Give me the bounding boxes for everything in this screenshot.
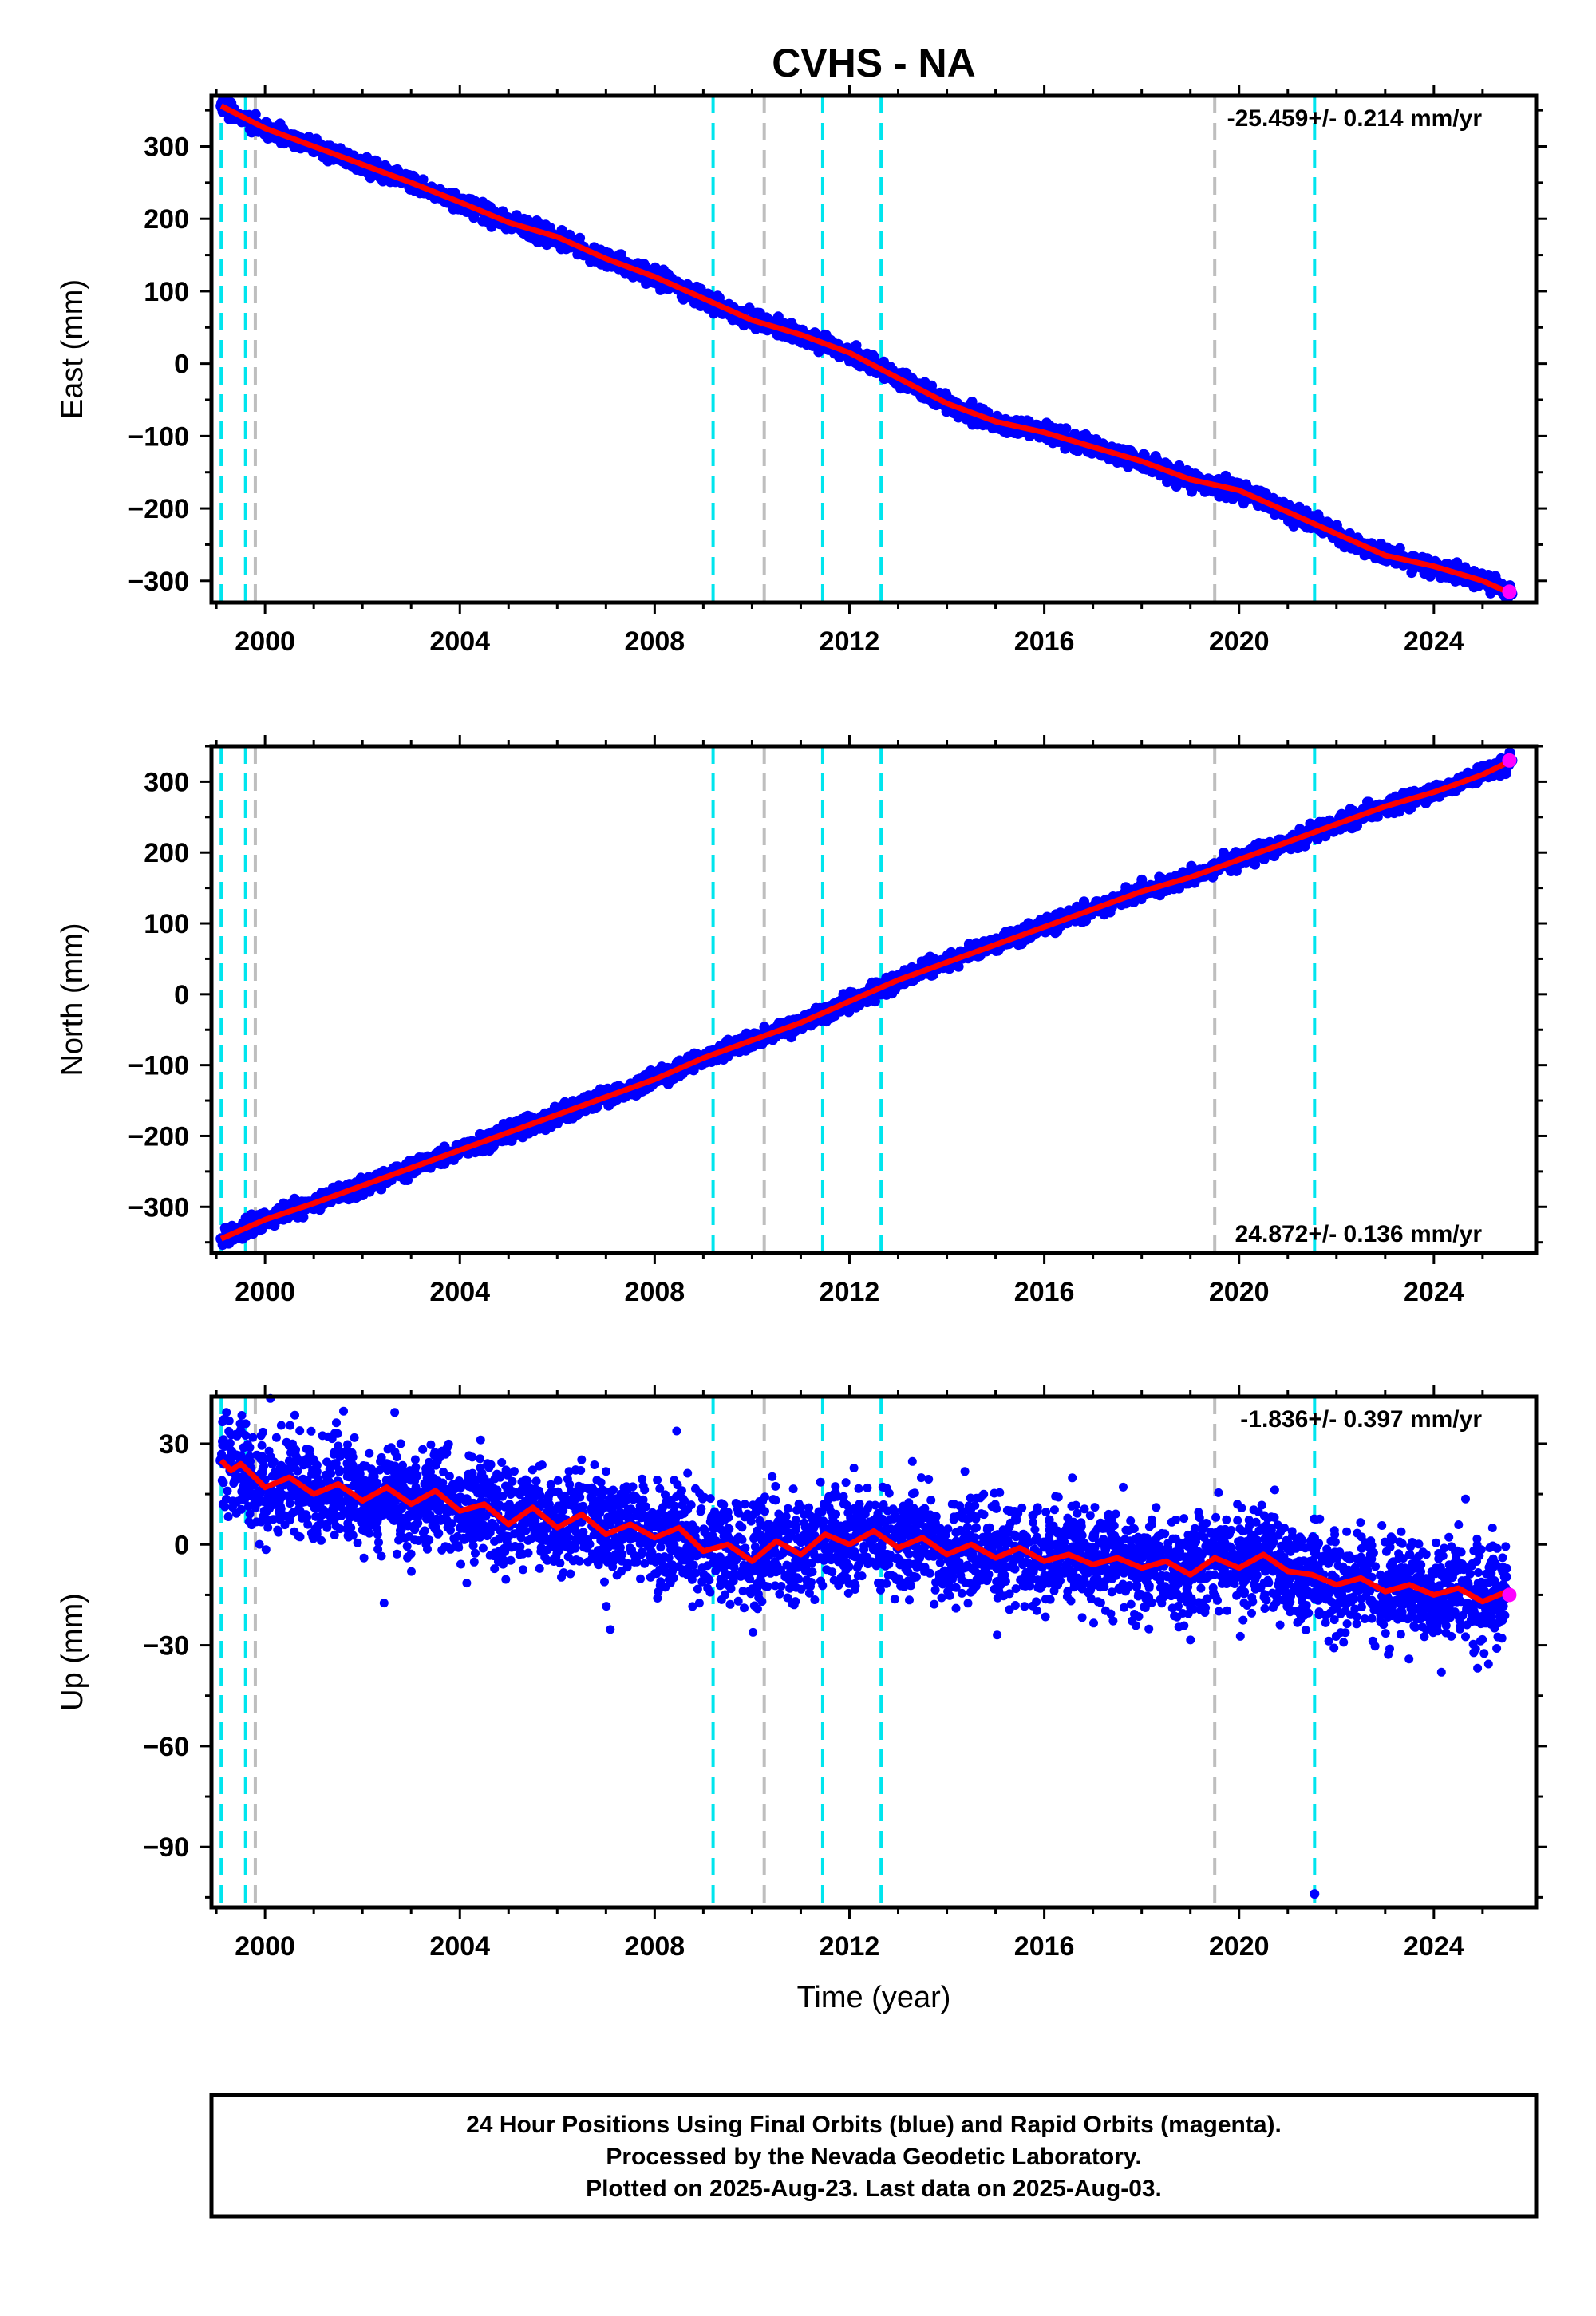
data-point — [1220, 492, 1231, 504]
data-point — [820, 330, 832, 341]
x-tick-label: 2016 — [1014, 626, 1075, 657]
y-tick-label: −200 — [128, 494, 189, 524]
y-tick-label: 200 — [144, 204, 189, 235]
data-point — [966, 397, 978, 407]
data-point — [572, 249, 583, 260]
y-tick-label: 100 — [144, 277, 189, 307]
x-tick-label: 2024 — [1404, 626, 1464, 657]
x-tick-label: 2000 — [235, 626, 295, 657]
y-tick-label: −300 — [128, 567, 189, 597]
y-tick-label: 300 — [144, 132, 189, 163]
chart-title: CVHS - NA — [772, 41, 976, 85]
y-tick-label: 0 — [174, 350, 189, 380]
data-point — [523, 1110, 533, 1121]
x-tick-label: 2012 — [820, 626, 880, 657]
data-point — [540, 238, 551, 249]
north-panel: 2000 2004 2008 2012 2016 2020 2024−300−200−100… — [56, 735, 1547, 1307]
east-rate-label: -25.459+/- 0.214 mm/yr — [1227, 105, 1483, 132]
east-panel: 2000 2004 2008 2012 2016 2020 2024−300−200−100… — [56, 85, 1547, 657]
data-point — [1055, 423, 1066, 434]
rapid-point — [1502, 584, 1517, 599]
x-tick-label: 2008 — [625, 626, 685, 657]
east-y-axis-label: East (mm) — [56, 279, 89, 419]
data-point — [1187, 486, 1197, 497]
data-point — [477, 196, 488, 207]
data-point — [477, 215, 488, 227]
data-point — [1174, 460, 1185, 471]
data-point — [575, 232, 586, 243]
x-tick-label: 2020 — [1209, 626, 1270, 657]
x-tick-label: 2004 — [429, 626, 490, 657]
y-tick-label: −100 — [128, 421, 189, 452]
data-point — [940, 388, 951, 399]
